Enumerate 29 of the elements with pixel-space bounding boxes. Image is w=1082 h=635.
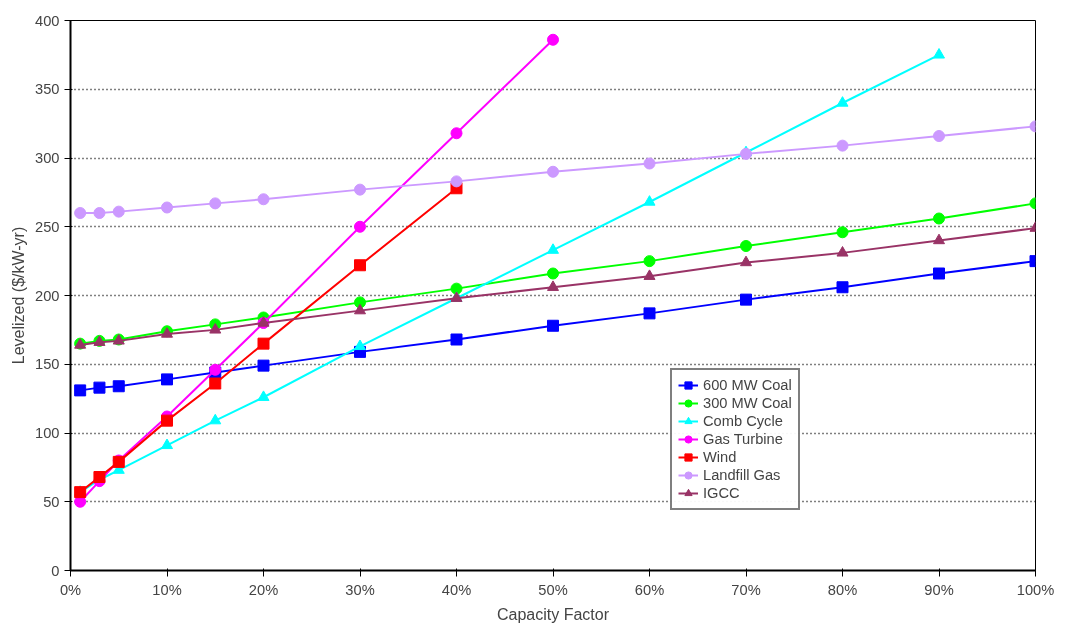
x-tick-label: 20% — [248, 581, 279, 598]
x-tick-label: 60% — [634, 581, 665, 598]
x-tick-label: 0% — [59, 581, 82, 598]
x-tick-label: 50% — [538, 581, 568, 598]
legend-label: Wind — [703, 448, 737, 466]
x-tick-label: 40% — [441, 581, 472, 598]
y-tick-label: 300 — [35, 150, 60, 166]
x-tick-label: 90% — [924, 581, 954, 598]
y-tick-label: 100 — [35, 425, 60, 441]
x-tick-label: 10% — [152, 581, 182, 598]
legend-label: Landfill Gas — [703, 466, 781, 484]
legend-label: IGCC — [703, 484, 740, 502]
y-tick-label: 350 — [35, 81, 60, 98]
y-axis-title: Levelized ($/kW-yr) — [10, 226, 28, 365]
y-tick-label: 250 — [35, 218, 60, 235]
y-tick-label: 50 — [43, 493, 60, 510]
legend-label: Comb Cycle — [703, 412, 783, 430]
x-axis-title: Capacity Factor — [496, 605, 610, 623]
x-tick-label: 80% — [827, 581, 858, 598]
legend-label: 600 MW Coal — [703, 376, 792, 394]
x-tick-label: 30% — [345, 581, 375, 598]
legend-label: 300 MW Coal — [703, 394, 792, 412]
x-tick-label: 100% — [1016, 581, 1055, 598]
y-tick-label: 400 — [35, 12, 60, 29]
x-tick-label: 70% — [731, 581, 761, 598]
y-tick-label: 150 — [35, 356, 60, 373]
legend-label: Gas Turbine — [703, 430, 783, 448]
y-tick-label: 200 — [35, 287, 60, 304]
y-tick-label: 0 — [51, 562, 60, 579]
